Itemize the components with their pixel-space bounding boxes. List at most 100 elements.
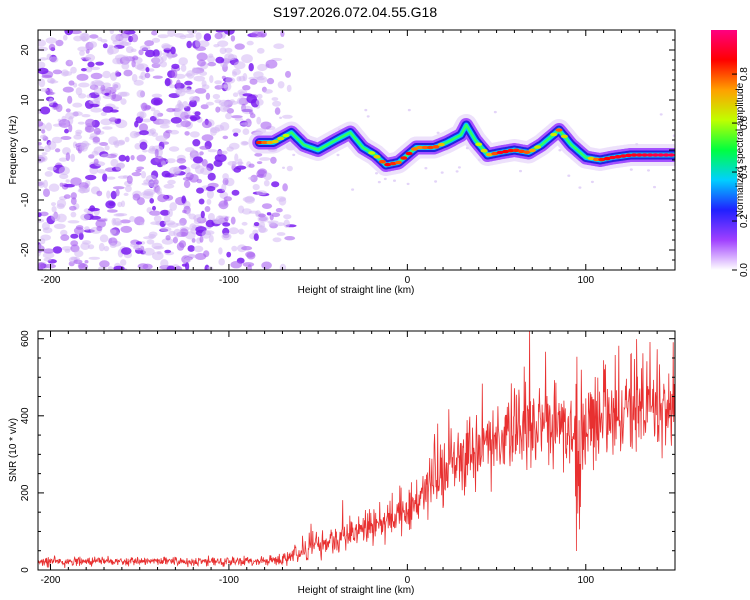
noise-blob xyxy=(206,189,214,199)
noise-blob xyxy=(77,188,90,193)
noise-blob xyxy=(136,197,145,206)
y-tick-label: 600 xyxy=(20,330,31,347)
noise-blob xyxy=(39,88,49,92)
noise-blob xyxy=(70,197,77,205)
noise-blob xyxy=(284,236,296,241)
ridge-peak xyxy=(496,150,504,155)
ridge-peak xyxy=(475,142,483,147)
noise-blob xyxy=(143,236,155,240)
noise-blob xyxy=(41,152,48,156)
noise-blob xyxy=(280,30,285,37)
noise-blob xyxy=(261,261,272,270)
noise-blob xyxy=(139,45,151,51)
noise-blob xyxy=(221,150,228,155)
noise-blob xyxy=(198,198,205,205)
noise-blob xyxy=(150,221,161,225)
noise-blob xyxy=(229,142,240,150)
ridge-peak xyxy=(400,156,408,160)
ridge-peak xyxy=(609,155,616,160)
noise-blob xyxy=(200,167,212,175)
noise-blob xyxy=(130,48,137,53)
noise-blob xyxy=(267,220,279,224)
noise-blob xyxy=(131,60,136,68)
snr-frame xyxy=(37,330,676,571)
noise-blob xyxy=(141,190,154,196)
ridge-peak xyxy=(534,145,542,149)
noise-blob xyxy=(109,30,114,35)
noise-blob xyxy=(181,195,186,204)
noise-blob xyxy=(52,246,63,254)
noise-blob xyxy=(174,266,183,270)
noise-blob xyxy=(203,250,210,258)
noise-blob xyxy=(149,210,161,216)
noise-blob xyxy=(246,40,254,46)
noise-blob xyxy=(108,201,115,206)
noise-blob xyxy=(93,127,101,135)
noise-blob xyxy=(58,157,68,162)
noise-blob xyxy=(87,244,95,250)
noise-blob xyxy=(236,97,246,105)
noise-blob xyxy=(65,152,71,162)
noise-blob xyxy=(133,79,144,86)
noise-blob xyxy=(228,227,239,235)
ridge-peak xyxy=(651,153,659,157)
noise-blob xyxy=(366,115,370,118)
noise-blob xyxy=(44,171,53,177)
noise-blob xyxy=(150,107,156,112)
noise-blob xyxy=(67,95,73,104)
noise-blob xyxy=(38,121,44,127)
noise-blob xyxy=(134,143,142,150)
noise-blob xyxy=(231,189,240,196)
ridge-peak xyxy=(635,153,643,157)
noise-blob xyxy=(115,164,122,171)
ridge-peak xyxy=(384,162,392,167)
noise-blob xyxy=(189,131,200,138)
noise-blob xyxy=(146,239,155,245)
noise-blob xyxy=(183,34,195,38)
noise-blob xyxy=(173,228,182,238)
noise-blob xyxy=(223,82,232,91)
noise-blob xyxy=(141,102,148,112)
noise-blob xyxy=(142,118,152,123)
noise-blob xyxy=(567,174,571,177)
snr-line xyxy=(38,331,675,569)
noise-blob xyxy=(221,75,226,80)
noise-blob xyxy=(206,198,212,205)
noise-blob xyxy=(230,261,242,269)
noise-blob xyxy=(199,71,208,76)
noise-blob xyxy=(131,74,138,82)
noise-blob xyxy=(178,240,187,248)
noise-blob xyxy=(99,260,110,268)
ridge-peak xyxy=(614,155,622,159)
noise-blob xyxy=(167,209,173,217)
noise-blob xyxy=(191,238,196,243)
noise-blob xyxy=(238,228,245,235)
noise-blob xyxy=(38,46,48,52)
noise-blob xyxy=(590,180,594,184)
noise-blob xyxy=(271,212,281,218)
noise-blob xyxy=(259,157,271,161)
noise-blob xyxy=(38,67,49,75)
noise-blob xyxy=(164,249,172,254)
noise-blob xyxy=(99,142,109,146)
noise-region xyxy=(38,30,675,270)
noise-blob xyxy=(244,195,255,204)
noise-blob xyxy=(136,89,146,98)
ridge-peak xyxy=(662,153,670,157)
noise-blob xyxy=(578,186,582,189)
noise-blob xyxy=(131,172,142,177)
noise-blob xyxy=(94,81,105,86)
noise-blob xyxy=(74,250,84,258)
noise-blob xyxy=(145,105,152,110)
noise-blob xyxy=(189,99,197,108)
ridge-peak xyxy=(378,159,386,164)
noise-blob xyxy=(130,155,135,161)
noise-blob xyxy=(124,185,132,193)
noise-blob xyxy=(68,124,73,133)
noise-blob xyxy=(107,266,114,270)
noise-blob xyxy=(84,226,90,231)
noise-blob xyxy=(185,89,196,95)
noise-blob xyxy=(94,87,102,96)
noise-blob xyxy=(186,40,192,49)
noise-blob xyxy=(455,170,459,173)
